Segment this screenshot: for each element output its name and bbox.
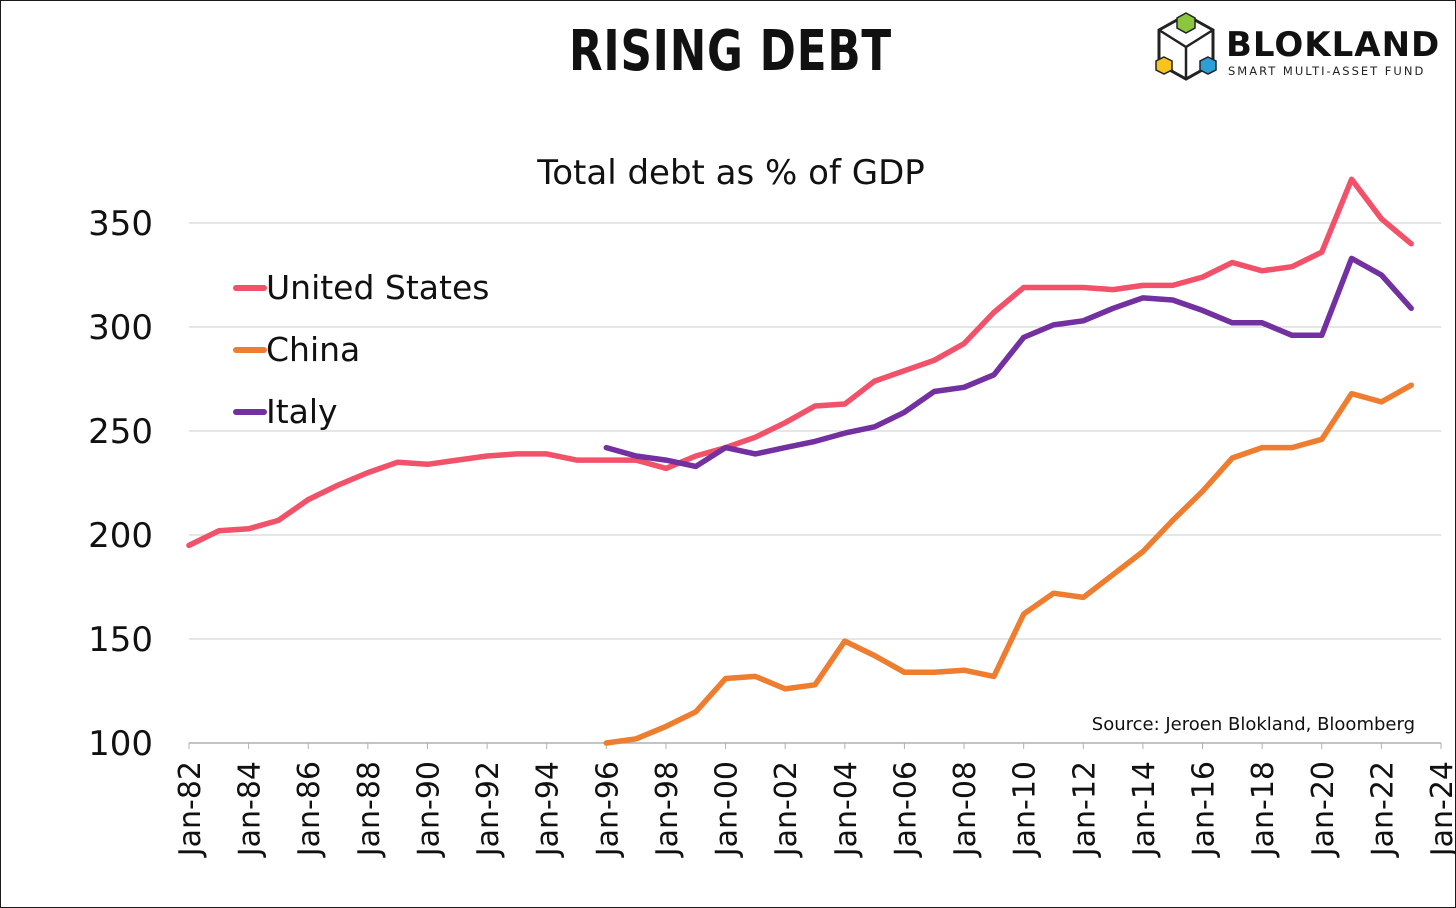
y-tick-label: 300	[88, 308, 153, 348]
logo: BLOKLAND SMART MULTI-ASSET FUND	[1151, 11, 1451, 87]
legend-label: China	[266, 330, 360, 369]
y-tick-label: 100	[88, 724, 153, 764]
y-tick-label: 200	[88, 516, 153, 556]
x-tick-label: Jan-86	[292, 761, 327, 858]
x-tick-label: Jan-10	[1008, 761, 1043, 858]
y-tick-label: 250	[88, 412, 153, 452]
legend-label: Italy	[266, 392, 338, 431]
x-tick-label: Jan-92	[471, 761, 506, 858]
x-tick-label: Jan-00	[710, 761, 745, 858]
x-tick-label: Jan-20	[1306, 761, 1341, 858]
x-tick-label: Jan-18	[1246, 761, 1281, 858]
x-tick-label: Jan-04	[829, 761, 864, 858]
chart-title: Total debt as % of GDP	[536, 153, 925, 193]
x-tick-label: Jan-16	[1187, 761, 1222, 858]
series-line-united-states	[186, 176, 1414, 549]
series-line-italy	[603, 255, 1414, 470]
legend-label: United States	[266, 268, 489, 307]
logo-tagline: SMART MULTI-ASSET FUND	[1228, 64, 1426, 78]
x-tick-label: Jan-88	[352, 761, 387, 858]
x-tick-label: Jan-02	[769, 761, 804, 858]
x-tick-label: Jan-84	[233, 761, 268, 858]
x-tick-label: Jan-96	[590, 761, 625, 858]
x-tick-label: Jan-24	[1425, 761, 1455, 858]
series-line-china	[603, 382, 1414, 746]
x-tick-label: Jan-98	[650, 761, 685, 858]
y-tick-label: 350	[88, 204, 153, 244]
x-tick-label: Jan-82	[173, 761, 208, 858]
x-tick-label: Jan-06	[888, 761, 923, 858]
x-tick-label: Jan-08	[948, 761, 983, 858]
x-tick-label: Jan-90	[411, 761, 446, 858]
y-tick-label: 150	[88, 620, 153, 660]
source-note: Source: Jeroen Blokland, Bloomberg	[1092, 714, 1415, 735]
x-tick-label: Jan-94	[531, 761, 566, 858]
logo-name: BLOKLAND	[1226, 25, 1441, 65]
x-tick-label: Jan-22	[1365, 761, 1400, 858]
x-tick-label: Jan-14	[1127, 761, 1162, 858]
x-tick-label: Jan-12	[1067, 761, 1102, 858]
cube-logo-icon	[1155, 12, 1217, 81]
